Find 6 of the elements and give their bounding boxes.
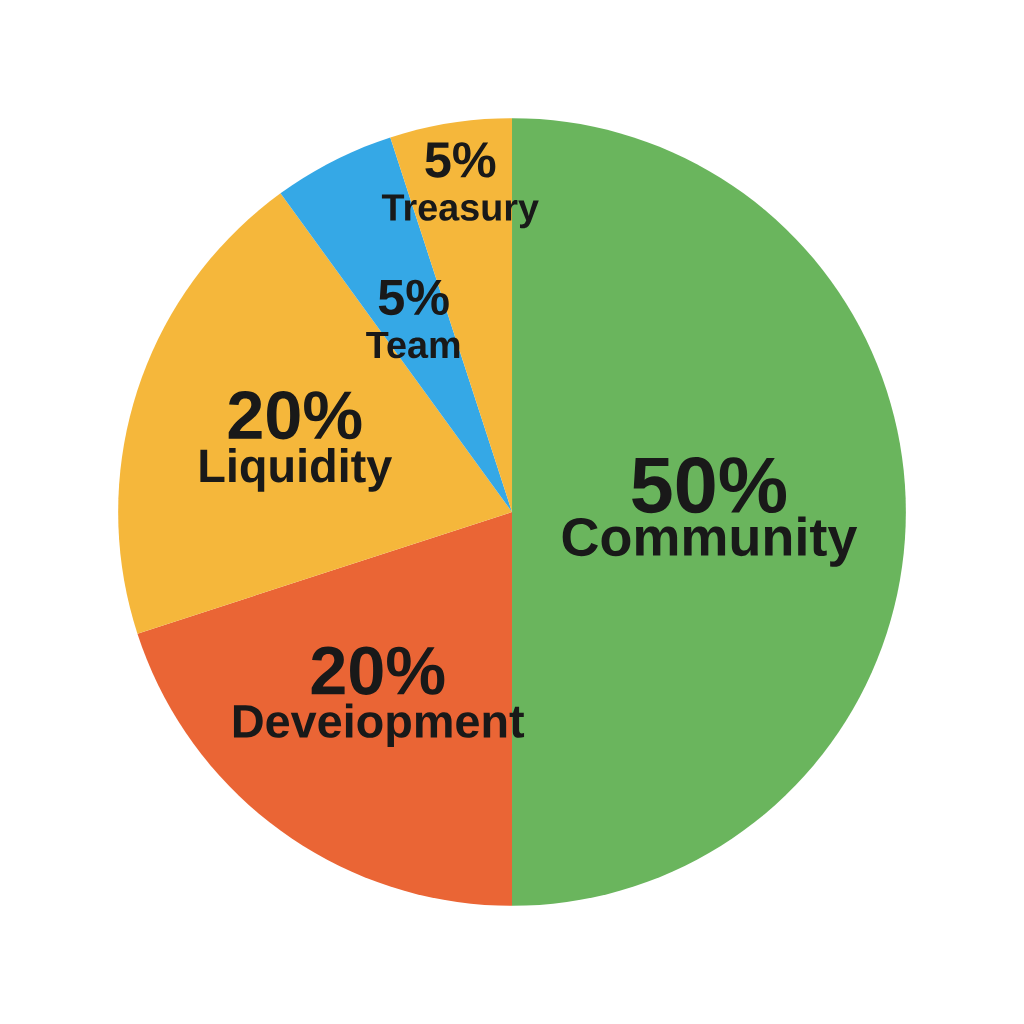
data-label: 50%	[632, 457, 787, 514]
data-label: 20%	[228, 391, 362, 440]
slice-label: Community	[562, 516, 858, 567]
data-label: 5%	[425, 142, 496, 178]
slice-label: Liquidity	[200, 448, 393, 492]
data-label: 20%	[311, 646, 445, 695]
